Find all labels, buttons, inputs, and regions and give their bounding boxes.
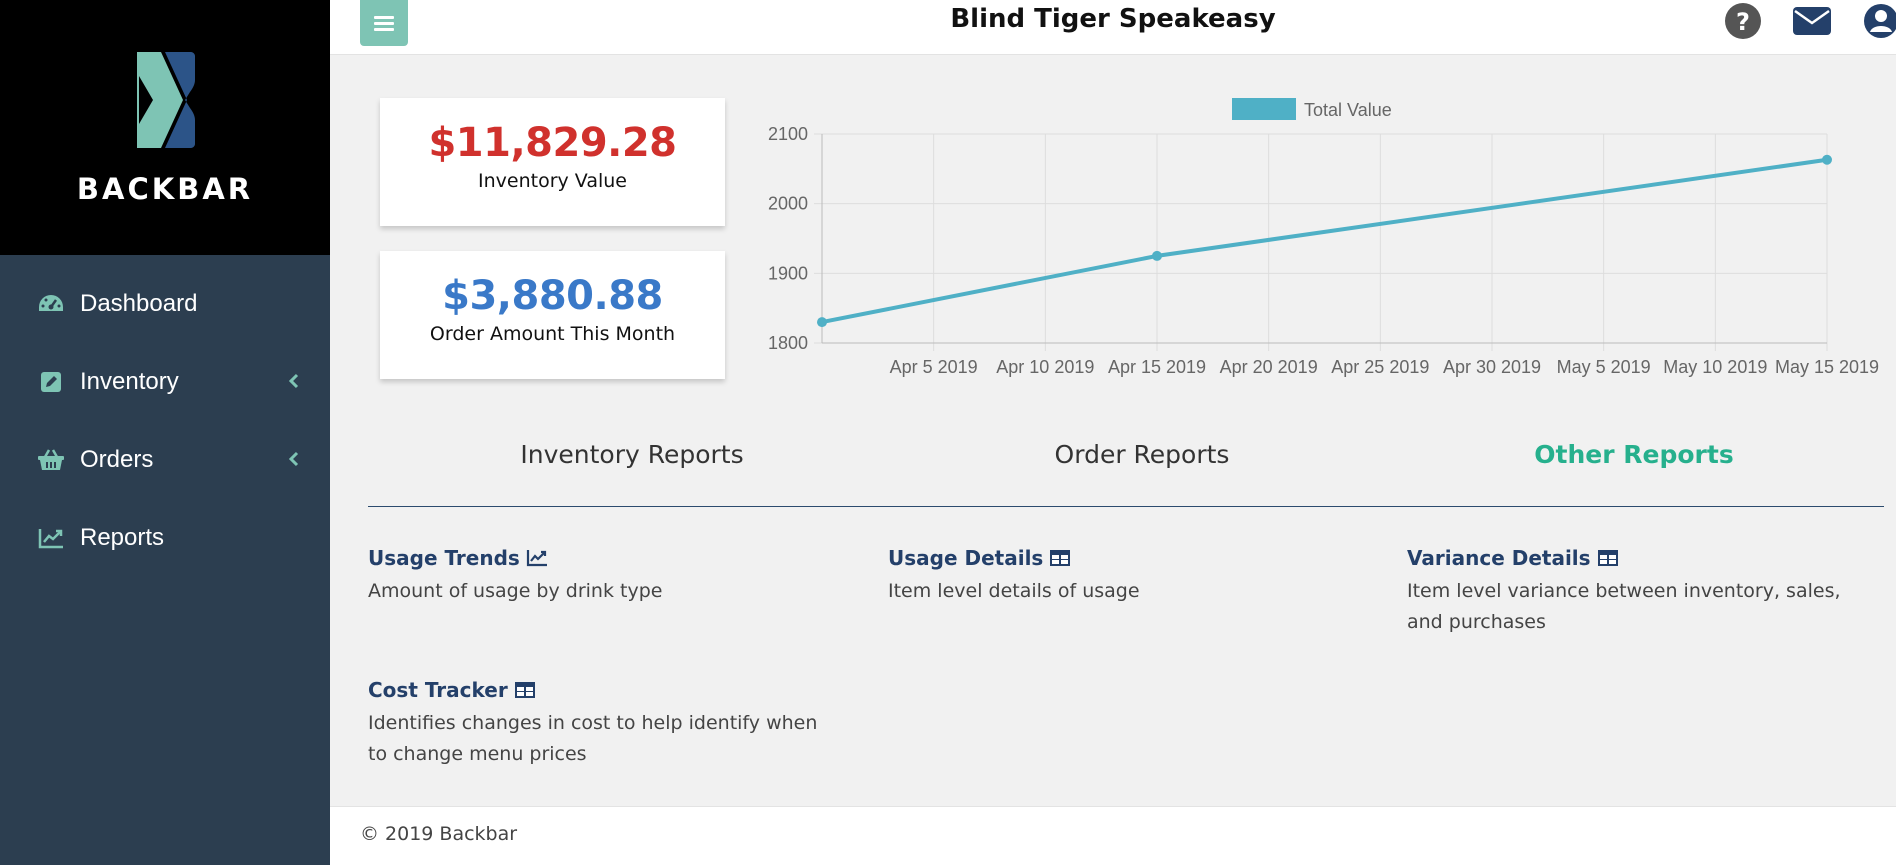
- table-icon: [514, 681, 536, 699]
- edit-icon: [36, 369, 66, 395]
- report-description: Identifies changes in cost to help ident…: [368, 712, 818, 765]
- x-tick-label: May 15 2019: [1775, 357, 1879, 377]
- report-usage-trends: Usage Trends Amount of usage by drink ty…: [368, 546, 838, 607]
- chart-line-icon: [36, 525, 66, 551]
- sidebar-item-orders[interactable]: Orders: [0, 421, 330, 499]
- report-description: Item level details of usage: [888, 580, 1140, 602]
- x-tick-label: Apr 30 2019: [1443, 357, 1541, 377]
- sidebar-item-dashboard[interactable]: Dashboard: [0, 265, 330, 343]
- order-amount-card: $3,880.88 Order Amount This Month: [380, 251, 725, 379]
- report-title: Variance Details: [1407, 546, 1591, 570]
- header-actions: ?: [1694, 2, 1896, 40]
- sidebar: BACKBAR Dashboard Inventory Orders: [0, 0, 330, 865]
- menu-toggle-button[interactable]: [360, 0, 408, 46]
- report-cost-tracker: Cost Tracker Identifies changes in cost …: [368, 678, 838, 770]
- tab-other-reports[interactable]: Other Reports: [1534, 440, 1734, 469]
- report-title-link[interactable]: Usage Trends: [368, 546, 838, 570]
- data-point: [1822, 154, 1832, 165]
- report-title-link[interactable]: Cost Tracker: [368, 678, 838, 702]
- x-tick-label: May 5 2019: [1557, 357, 1651, 377]
- tab-order-reports[interactable]: Order Reports: [1054, 440, 1230, 469]
- report-tabs: Inventory Reports Order Reports Other Re…: [368, 430, 1884, 507]
- sidebar-item-label: Dashboard: [80, 290, 198, 317]
- menu-icon: [374, 13, 394, 34]
- chevron-left-icon: [288, 446, 300, 474]
- x-tick-label: Apr 25 2019: [1331, 357, 1429, 377]
- y-tick-label: 2100: [768, 124, 808, 144]
- report-title: Cost Tracker: [368, 678, 508, 702]
- data-point: [1152, 250, 1162, 261]
- report-title: Usage Details: [888, 546, 1044, 570]
- x-tick-label: Apr 10 2019: [996, 357, 1094, 377]
- page-title: Blind Tiger Speakeasy: [950, 4, 1276, 34]
- sidebar-nav: Dashboard Inventory Orders Reports: [0, 255, 330, 577]
- brand[interactable]: BACKBAR: [0, 0, 330, 255]
- legend-label: Total Value: [1304, 100, 1392, 120]
- sidebar-item-label: Inventory: [80, 368, 179, 395]
- chevron-left-icon: [288, 368, 300, 396]
- brand-name: BACKBAR: [76, 171, 254, 206]
- table-icon: [1049, 549, 1071, 567]
- report-description: Amount of usage by drink type: [368, 580, 663, 602]
- sidebar-item-reports[interactable]: Reports: [0, 499, 330, 577]
- user-icon[interactable]: [1862, 2, 1896, 40]
- report-usage-details: Usage Details Item level details of usag…: [888, 546, 1358, 607]
- chart-line-icon: [526, 549, 548, 567]
- tab-inventory-reports[interactable]: Inventory Reports: [520, 440, 744, 469]
- report-title-link[interactable]: Usage Details: [888, 546, 1358, 570]
- order-amount-label: Order Amount This Month: [429, 323, 676, 345]
- basket-icon: [36, 447, 66, 473]
- help-icon[interactable]: ?: [1724, 2, 1762, 40]
- y-tick-label: 1800: [768, 333, 808, 353]
- sidebar-item-label: Reports: [80, 524, 165, 551]
- inventory-value-label: Inventory Value: [478, 170, 627, 192]
- x-tick-label: May 10 2019: [1663, 357, 1767, 377]
- report-description: Item level variance between inventory, s…: [1407, 580, 1841, 633]
- mail-icon[interactable]: [1792, 5, 1832, 37]
- footer: © 2019 Backbar: [330, 806, 1896, 865]
- x-tick-label: Apr 20 2019: [1220, 357, 1318, 377]
- y-tick-label: 1900: [768, 263, 808, 283]
- backbar-logo: [137, 51, 195, 148]
- svg-text:?: ?: [1736, 8, 1750, 36]
- dashboard-icon: [36, 291, 66, 317]
- sidebar-item-label: Orders: [80, 446, 154, 473]
- top-bar: Blind Tiger Speakeasy ?: [330, 0, 1896, 55]
- inventory-value-amount: $11,829.28: [428, 120, 677, 166]
- inventory-value-card: $11,829.28 Inventory Value: [380, 98, 725, 226]
- table-icon: [1597, 549, 1619, 567]
- copyright-text: © 2019 Backbar: [360, 823, 518, 845]
- report-title-link[interactable]: Variance Details: [1407, 546, 1877, 570]
- y-tick-label: 2000: [768, 194, 808, 214]
- x-tick-label: Apr 15 2019: [1108, 357, 1206, 377]
- order-amount-value: $3,880.88: [442, 273, 663, 319]
- sidebar-item-inventory[interactable]: Inventory: [0, 343, 330, 421]
- x-tick-label: Apr 5 2019: [890, 357, 978, 377]
- data-point: [817, 317, 827, 328]
- legend-swatch: [1232, 98, 1296, 120]
- series-line: [821, 157, 1828, 325]
- total-value-chart: 1800 1900 2000 2100 Apr 5 2019 Apr 10 2019 Apr…: [750, 88, 1880, 388]
- report-title: Usage Trends: [368, 546, 520, 570]
- report-variance-details: Variance Details Item level variance bet…: [1407, 546, 1877, 638]
